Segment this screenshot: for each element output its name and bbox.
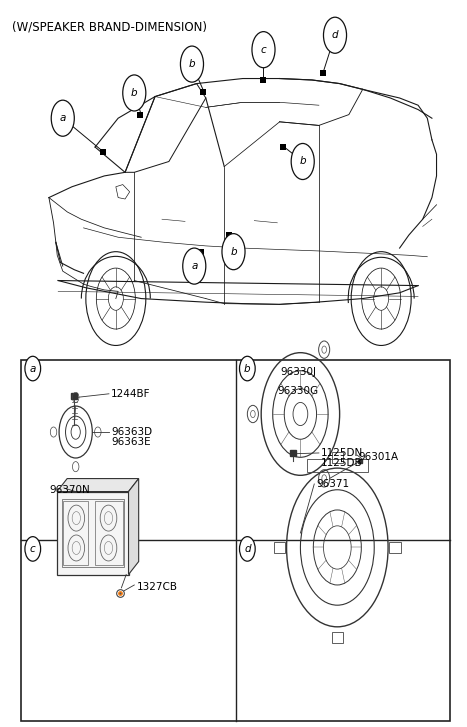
Text: 1125DN: 1125DN	[321, 448, 363, 458]
Text: 1327CB: 1327CB	[136, 582, 177, 593]
Circle shape	[183, 248, 206, 284]
Circle shape	[324, 17, 347, 53]
Circle shape	[240, 356, 255, 381]
Text: b: b	[230, 246, 237, 257]
Text: c: c	[261, 44, 266, 55]
Bar	[57, 491, 128, 574]
Circle shape	[291, 143, 314, 180]
Circle shape	[25, 356, 41, 381]
Bar	[63, 501, 88, 565]
Text: a: a	[191, 261, 198, 271]
Text: 96371: 96371	[317, 479, 350, 489]
Bar	[62, 499, 124, 567]
Bar	[332, 451, 343, 463]
Bar	[21, 360, 450, 720]
Text: b: b	[299, 156, 306, 166]
Text: d: d	[244, 544, 251, 554]
Text: a: a	[60, 113, 66, 123]
Text: a: a	[29, 364, 36, 374]
Circle shape	[252, 32, 275, 68]
Circle shape	[180, 46, 204, 82]
Text: 96363D: 96363D	[111, 427, 152, 437]
Text: 96301A: 96301A	[358, 451, 398, 462]
Text: b: b	[244, 364, 251, 374]
Text: 96363E: 96363E	[111, 437, 151, 447]
Polygon shape	[128, 478, 139, 574]
Polygon shape	[116, 185, 130, 199]
Bar	[332, 632, 343, 643]
Circle shape	[240, 537, 255, 561]
Text: (W/SPEAKER BRAND-DIMENSION): (W/SPEAKER BRAND-DIMENSION)	[12, 21, 207, 34]
Text: d: d	[332, 31, 338, 40]
Text: 96330J: 96330J	[280, 367, 316, 377]
Circle shape	[25, 537, 41, 561]
Text: 1125DB: 1125DB	[321, 458, 363, 468]
Text: b: b	[189, 59, 195, 69]
Circle shape	[222, 233, 245, 270]
Bar	[274, 542, 285, 553]
Bar	[389, 542, 401, 553]
Circle shape	[123, 75, 146, 111]
Text: 96370N: 96370N	[49, 485, 90, 495]
Text: c: c	[30, 544, 35, 554]
Bar	[95, 501, 123, 565]
Circle shape	[51, 100, 74, 136]
Bar	[307, 459, 368, 472]
Text: 96330G: 96330G	[277, 386, 318, 396]
Text: b: b	[131, 88, 138, 98]
Polygon shape	[57, 478, 139, 491]
Text: 1244BF: 1244BF	[111, 389, 151, 399]
